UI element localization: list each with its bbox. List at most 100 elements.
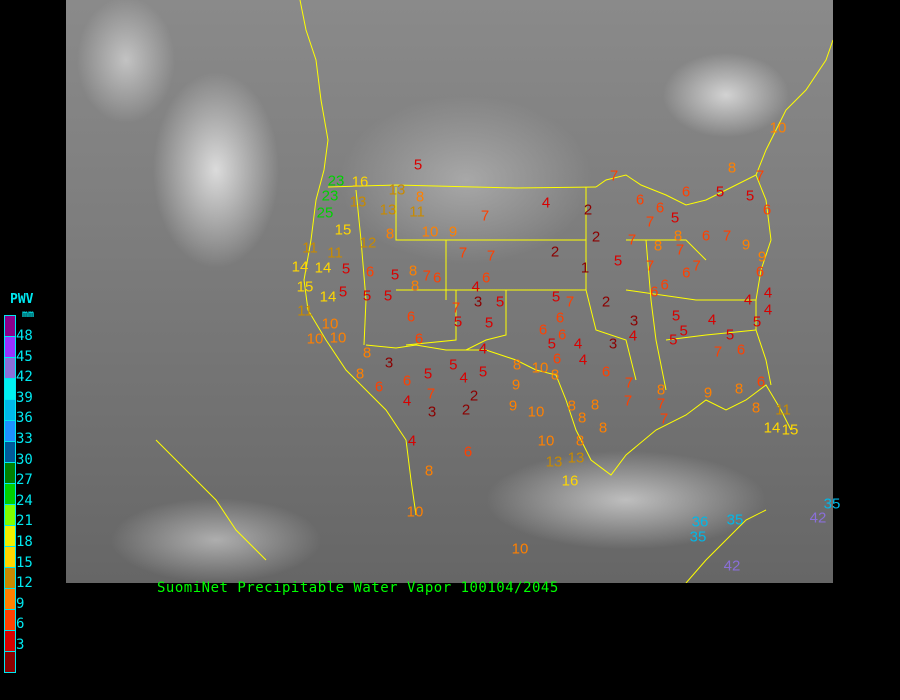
boundary-line <box>155 439 267 561</box>
station-pwv-value: 7 <box>426 385 436 403</box>
station-pwv-value: 8 <box>355 365 365 383</box>
station-pwv-value: 11 <box>327 244 343 262</box>
station-pwv-value: 9 <box>508 397 518 415</box>
boundary-line <box>685 509 767 583</box>
station-pwv-value: 23 <box>321 187 339 205</box>
legend-label: 18 <box>16 534 33 550</box>
station-pwv-value: 6 <box>406 308 416 326</box>
station-pwv-value: 5 <box>613 252 623 270</box>
station-pwv-value: 3 <box>608 335 618 353</box>
legend-swatch <box>5 442 15 463</box>
station-pwv-value: 7 <box>645 213 655 231</box>
station-pwv-value: 7 <box>692 257 701 275</box>
station-pwv-value: 7 <box>565 293 575 311</box>
station-pwv-value: 7 <box>480 207 490 225</box>
station-pwv-value: 11 <box>297 302 313 320</box>
station-pwv-value: 9 <box>741 236 751 254</box>
station-pwv-value: 9 <box>703 384 713 402</box>
boundary-line <box>595 39 833 206</box>
station-pwv-value: 5 <box>484 314 494 332</box>
station-pwv-value: 7 <box>486 247 496 265</box>
station-pwv-value: 5 <box>478 363 488 381</box>
station-pwv-value: 4 <box>763 284 773 302</box>
station-pwv-value: 5 <box>551 288 561 306</box>
station-pwv-value: 11 <box>775 401 791 419</box>
station-pwv-value: 8 <box>673 227 683 245</box>
legend-label: 30 <box>16 451 33 468</box>
station-pwv-value: 6 <box>365 263 375 281</box>
station-pwv-value: 2 <box>461 401 471 419</box>
station-pwv-value: 6 <box>681 183 691 201</box>
station-pwv-value: 10 <box>769 119 787 137</box>
station-pwv-value: 16 <box>561 472 579 490</box>
legend-swatch <box>5 526 15 547</box>
legend-label: 24 <box>16 492 33 509</box>
station-pwv-value: 6 <box>482 269 491 287</box>
station-pwv-value: 7 <box>645 257 655 275</box>
station-pwv-value: 3 <box>629 312 639 329</box>
station-pwv-value: 13 <box>567 449 585 467</box>
station-pwv-value: 5 <box>390 266 400 284</box>
station-pwv-value: 3 <box>473 293 483 311</box>
station-pwv-value: 6 <box>755 263 765 280</box>
station-pwv-value: 25 <box>316 204 334 222</box>
station-pwv-value: 4 <box>541 194 551 212</box>
station-pwv-value: 5 <box>453 313 463 331</box>
station-pwv-value: 3 <box>427 403 437 421</box>
station-pwv-value: 4 <box>578 351 588 369</box>
station-pwv-value: 4 <box>459 369 468 387</box>
station-pwv-value: 10 <box>531 359 549 377</box>
station-pwv-value: 7 <box>451 299 461 317</box>
legend-label: 9 <box>16 595 25 612</box>
station-pwv-value: 5 <box>362 287 372 305</box>
boundary-line <box>355 189 367 346</box>
station-pwv-value: 8 <box>590 396 600 414</box>
station-pwv-value: 10 <box>329 329 347 347</box>
station-pwv-value: 14 <box>319 288 337 306</box>
station-pwv-value: 7 <box>675 241 685 259</box>
legend-label: 12 <box>16 575 33 592</box>
station-pwv-value: 10 <box>306 330 324 348</box>
station-pwv-value: 5 <box>423 365 433 383</box>
station-pwv-value: 14 <box>763 419 781 437</box>
legend-swatch <box>5 568 15 589</box>
station-pwv-value: 42 <box>723 557 741 575</box>
station-pwv-value: 4 <box>707 311 717 329</box>
station-pwv-value: 6 <box>650 283 659 301</box>
station-pwv-value: 5 <box>671 307 681 324</box>
boundary-line <box>299 0 417 516</box>
station-pwv-value: 5 <box>413 156 423 174</box>
station-pwv-value: 10 <box>537 432 555 450</box>
station-pwv-value: 5 <box>745 187 755 205</box>
legend-swatch <box>5 547 15 568</box>
station-pwv-value: 6 <box>555 309 565 327</box>
station-pwv-value: 8 <box>567 397 576 415</box>
station-pwv-value: 7 <box>722 227 732 245</box>
station-pwv-value: 5 <box>495 293 505 311</box>
boundary-line <box>585 187 637 381</box>
legend-label: 3 <box>16 637 25 653</box>
station-pwv-value: 6 <box>762 201 772 219</box>
station-pwv-value: 4 <box>743 291 753 309</box>
station-pwv-value: 8 <box>512 356 522 374</box>
station-pwv-value: 35 <box>726 511 744 529</box>
station-pwv-value: 7 <box>609 167 619 185</box>
station-pwv-value: 7 <box>422 267 431 285</box>
legend-unit: mm <box>22 309 35 320</box>
station-pwv-value: 8 <box>410 277 420 295</box>
station-pwv-value: 10 <box>321 315 339 333</box>
map-caption: SuomiNet Precipitable Water Vapor 100104… <box>157 580 559 596</box>
station-pwv-value: 42 <box>809 509 827 527</box>
legend-label: 33 <box>16 431 33 447</box>
boundary-line <box>625 289 756 301</box>
station-pwv-value: 5 <box>679 322 688 339</box>
station-pwv-value: 36 <box>691 513 709 531</box>
station-pwv-value: 13 <box>545 453 563 471</box>
station-pwv-value: 9 <box>511 376 521 394</box>
legend-label: 45 <box>16 348 33 365</box>
station-pwv-value: 7 <box>458 244 468 262</box>
station-pwv-value: 5 <box>338 283 348 301</box>
station-pwv-value: 7 <box>713 343 723 361</box>
station-pwv-value: 5 <box>383 287 393 305</box>
station-pwv-value: 4 <box>478 340 488 358</box>
